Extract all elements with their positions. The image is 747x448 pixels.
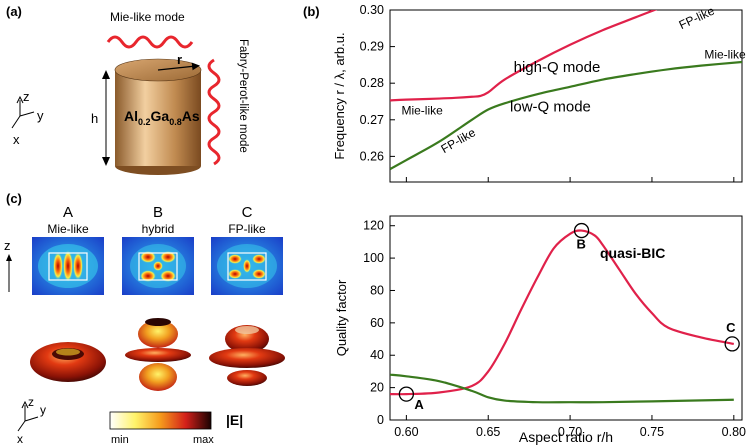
field-map-c xyxy=(211,237,283,295)
axis-a-y: y xyxy=(37,108,44,123)
column-letter-a: A xyxy=(63,204,73,221)
point-marker xyxy=(398,386,415,402)
q-ytick-label: 100 xyxy=(363,251,384,265)
quality-xlabel: Aspect ratio r/h xyxy=(519,429,613,445)
axis-a-z: z xyxy=(23,89,30,104)
point-marker xyxy=(573,222,590,239)
field-z-label: z xyxy=(4,238,11,253)
frequency-chart: Frequency r / λ, arb.u. 0.26 0.27 0.28 0.29… xyxy=(332,3,746,183)
freq-annotation: Mie-like xyxy=(704,47,746,61)
freq-annotation: low-Q mode xyxy=(510,99,591,116)
freq-annotation: FP-like xyxy=(677,4,717,33)
freq-ytick-label: 0.26 xyxy=(360,149,384,163)
q-ytick-label: 60 xyxy=(370,316,384,330)
fp-wave-icon xyxy=(207,58,221,166)
panel-label-c: (c) xyxy=(6,191,22,206)
q-ytick-label: 20 xyxy=(370,381,384,395)
q-xtick-label: 0.70 xyxy=(558,425,582,439)
cylinder: r xyxy=(114,52,202,175)
column-letter-c: C xyxy=(242,204,253,221)
field-z-arrowhead xyxy=(6,254,12,261)
axis-triad-a xyxy=(11,95,35,129)
height-indicator: h xyxy=(91,70,110,166)
series-line-0 xyxy=(390,10,658,102)
3d-field-b xyxy=(125,318,191,391)
point-marker-label: A xyxy=(414,397,424,412)
mie-mode-label: Mie-like mode xyxy=(110,10,185,24)
point-marker-label: B xyxy=(577,237,586,252)
freq-ytick-label: 0.29 xyxy=(360,40,384,54)
column-mode-c: FP-like xyxy=(228,222,266,236)
panel-label-b: (b) xyxy=(303,4,320,19)
point-marker-label: C xyxy=(726,320,736,335)
panel-label-a: (a) xyxy=(6,4,22,19)
3d-field-c xyxy=(209,325,285,386)
quasi-bic-label: quasi-BIC xyxy=(600,245,665,261)
axis-c-z: z xyxy=(28,395,34,409)
colorbar-label: |E| xyxy=(226,412,243,428)
series-line-1 xyxy=(390,60,742,171)
q-ytick-label: 80 xyxy=(370,283,384,297)
freq-ytick-label: 0.30 xyxy=(360,3,384,17)
q-xtick-label: 0.75 xyxy=(640,425,664,439)
field-map-b xyxy=(122,237,194,295)
colorbar xyxy=(109,411,212,430)
q-xtick-label: 0.65 xyxy=(476,425,500,439)
material-formula: Al0.2Ga0.8As xyxy=(124,108,200,127)
axis-c-y: y xyxy=(40,403,46,417)
point-marker xyxy=(724,336,740,352)
mie-wave-icon xyxy=(106,35,194,49)
column-mode-b: hybrid xyxy=(142,222,175,236)
quality-plot-frame xyxy=(389,215,743,421)
field-map-a xyxy=(32,237,104,295)
q-ytick-label: 40 xyxy=(370,348,384,362)
q-ytick-label: 0 xyxy=(377,413,384,427)
quality-ylabel: Quality factor xyxy=(334,279,349,356)
colorbar-max: max xyxy=(193,434,214,446)
freq-annotation: high-Q mode xyxy=(514,59,601,76)
frequency-plot-frame xyxy=(389,9,743,183)
3d-field-a xyxy=(30,342,106,382)
radius-label: r xyxy=(177,52,182,67)
series-line-1 xyxy=(390,373,734,404)
q-ytick-label: 120 xyxy=(363,219,384,233)
q-xtick-label: 0.60 xyxy=(394,425,418,439)
quality-chart: Quality factor Aspect ratio r/h 0 20 40 60 8… xyxy=(334,215,746,445)
column-letter-b: B xyxy=(153,204,163,221)
axis-a-x: x xyxy=(13,132,20,147)
q-xtick-label: 0.80 xyxy=(722,425,746,439)
fp-mode-label: Fabry-Perot-like mode xyxy=(237,39,249,153)
freq-ytick-label: 0.28 xyxy=(360,76,384,90)
axis-c-x: x xyxy=(17,432,23,446)
freq-ytick-label: 0.27 xyxy=(360,113,384,127)
freq-annotation: Mie-like xyxy=(401,103,443,117)
frequency-ylabel: Frequency r / λ, arb.u. xyxy=(332,32,347,159)
column-mode-a: Mie-like xyxy=(47,222,89,236)
colorbar-min: min xyxy=(111,434,129,446)
series-line-0 xyxy=(390,229,735,396)
height-label: h xyxy=(91,111,98,126)
axis-triad-c xyxy=(17,400,39,432)
